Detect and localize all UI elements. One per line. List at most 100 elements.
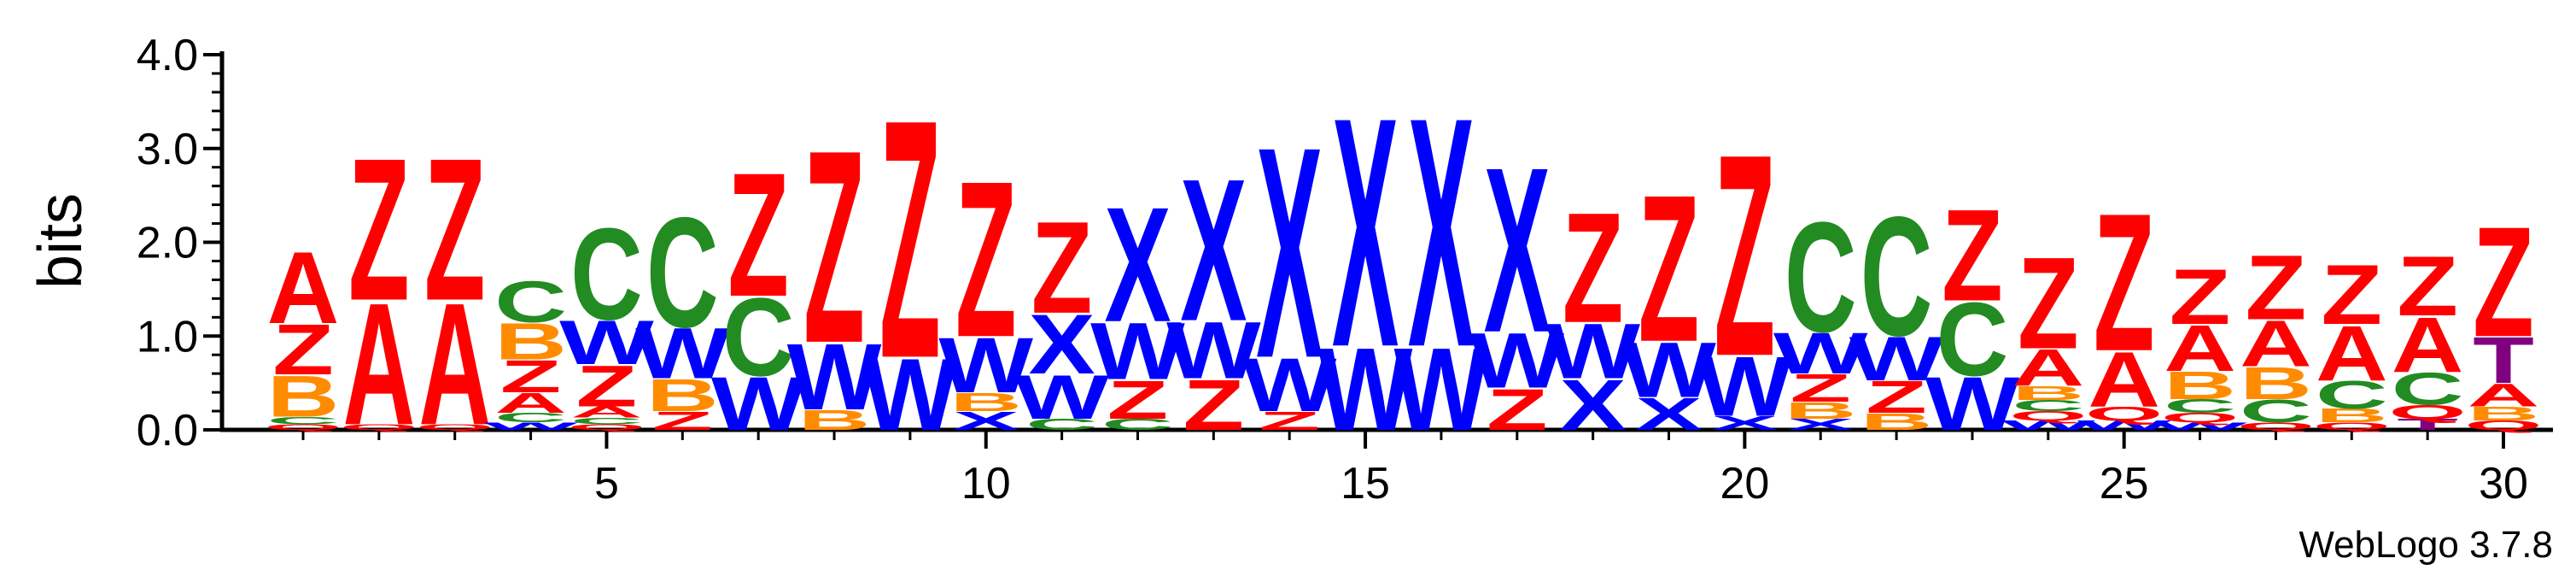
logo-letter-w: W bbox=[1242, 344, 1338, 428]
logo-letter-w: W bbox=[1773, 320, 1868, 386]
x-tick-label: 15 bbox=[1341, 459, 1390, 508]
logo-letter-z: Z bbox=[2094, 173, 2155, 392]
logo-letter-w: W bbox=[1318, 324, 1413, 455]
logo-letter-x: X bbox=[1408, 50, 1475, 416]
logo-letter-z: Z bbox=[272, 309, 334, 390]
logo-letter-b: B bbox=[2468, 403, 2540, 425]
x-tick-label: 30 bbox=[2479, 459, 2528, 508]
logo-letter-a: A bbox=[2164, 311, 2236, 385]
logo-letter-z: Z bbox=[2170, 254, 2231, 341]
logo-letter-z: Z bbox=[1107, 369, 1169, 431]
logo-letter-c: C bbox=[570, 200, 643, 347]
logo-letter-q: Q bbox=[264, 423, 342, 432]
logo-letter-z: Z bbox=[1942, 181, 2003, 328]
logo-letter-b: B bbox=[949, 388, 1022, 417]
logo-letter-x: X bbox=[1332, 50, 1399, 416]
logo-letter-q: Q bbox=[2389, 401, 2467, 423]
logo-column: ZWX bbox=[1469, 118, 1564, 443]
logo-letter-q: Q bbox=[2237, 420, 2315, 432]
logo-letter-z: Z bbox=[1563, 179, 1624, 356]
logo-column: WCZ bbox=[1925, 181, 2021, 446]
logo-letter-c: C bbox=[570, 416, 643, 426]
logo-letter-z: Z bbox=[1714, 95, 1776, 417]
x-ticks: 5 10 15 20 25 30 bbox=[301, 430, 2528, 508]
logo-letter-w: W bbox=[2077, 418, 2171, 432]
logo-letter-b: B bbox=[2164, 363, 2236, 408]
logo-letter-a: A bbox=[494, 387, 567, 420]
logo-letter-c: C bbox=[2316, 373, 2388, 417]
logo-letter-z: Z bbox=[1638, 151, 1700, 385]
logo-letter-x: X bbox=[1180, 136, 1247, 363]
logo-column: WZ bbox=[863, 50, 958, 452]
logo-letter-q: Q bbox=[2464, 418, 2542, 432]
logo-letter-q: Q bbox=[340, 423, 418, 432]
logo-column: BWZ bbox=[787, 94, 882, 436]
logo-column: XWZ bbox=[1545, 179, 1640, 445]
logo-letter-c: C bbox=[1936, 281, 2009, 398]
logo-letter-z: Z bbox=[1790, 366, 1851, 410]
logo-letter-z: Z bbox=[1183, 365, 1245, 445]
logo-letter-z: Z bbox=[2397, 239, 2458, 334]
logo-letter-b: B bbox=[2012, 382, 2084, 404]
logo-letter-w: W bbox=[1014, 361, 1109, 432]
logo-letter-z: Z bbox=[1866, 372, 1927, 423]
y-tick-label: 3.0 bbox=[137, 125, 198, 174]
logo-letter-q: Q bbox=[568, 423, 645, 432]
logo-letter-a: A bbox=[343, 267, 416, 462]
logo-letter-z: Z bbox=[500, 351, 562, 403]
logo-letter-b: B bbox=[646, 370, 719, 421]
x-tick-label: 20 bbox=[1720, 459, 1769, 508]
logo-letter-w: W bbox=[711, 362, 807, 447]
logo-letter-a: A bbox=[267, 232, 340, 345]
logo-letter-q: Q bbox=[2009, 408, 2087, 423]
logo-letter-z: Z bbox=[2246, 236, 2307, 338]
logo-letter-c: C bbox=[2240, 393, 2312, 430]
logo-column: XWZ bbox=[1621, 151, 1716, 440]
logo-letter-z: Z bbox=[2018, 229, 2079, 376]
logo-letter-x: X bbox=[1560, 365, 1627, 445]
logo-letter-z: Z bbox=[1487, 377, 1548, 443]
logo-column: QAZ bbox=[416, 115, 494, 462]
logo-letter-c: C bbox=[2392, 363, 2464, 414]
logo-letter-b: B bbox=[494, 312, 567, 371]
logo-letter-c: C bbox=[646, 184, 719, 360]
y-tick-label: 4.0 bbox=[137, 31, 198, 80]
logo-letter-q: Q bbox=[2313, 420, 2391, 432]
logo-letter-z: Z bbox=[1031, 194, 1093, 341]
logo-letter-b: B bbox=[1785, 397, 1857, 424]
logo-letter-w: W bbox=[1469, 318, 1564, 405]
x-tick-label: 10 bbox=[961, 459, 1011, 508]
logo-letter-z: Z bbox=[424, 115, 486, 343]
logo-letter-z: Z bbox=[879, 50, 941, 430]
logo-letter-c: C bbox=[267, 414, 340, 426]
logo-column: QAZ bbox=[340, 115, 418, 462]
logo-letter-a: A bbox=[2012, 338, 2084, 397]
logo-column: ZWX bbox=[1166, 136, 1261, 445]
logo-letter-w: W bbox=[2153, 420, 2247, 432]
logo-letter-z: Z bbox=[348, 115, 410, 343]
logo-letter-c: C bbox=[494, 410, 567, 425]
logo-letter-w: W bbox=[938, 322, 1033, 409]
logo-letter-z: Z bbox=[955, 134, 1017, 383]
logo-letter-w: W bbox=[1697, 340, 1792, 435]
logo-letter-q: Q bbox=[2161, 410, 2239, 425]
x-axis: 5 10 15 20 25 30 bbox=[220, 427, 2553, 508]
logo-letter-w: W bbox=[1849, 323, 1944, 394]
y-axis: 0.0 1.0 2.0 3.0 4.0 bits bbox=[26, 31, 225, 455]
logo-letter-w: W bbox=[635, 314, 730, 394]
logo-letter-b: B bbox=[2316, 405, 2388, 427]
logo-letter-x: X bbox=[1029, 297, 1095, 392]
footer-credit: WebLogo 3.7.8 bbox=[2299, 524, 2553, 566]
